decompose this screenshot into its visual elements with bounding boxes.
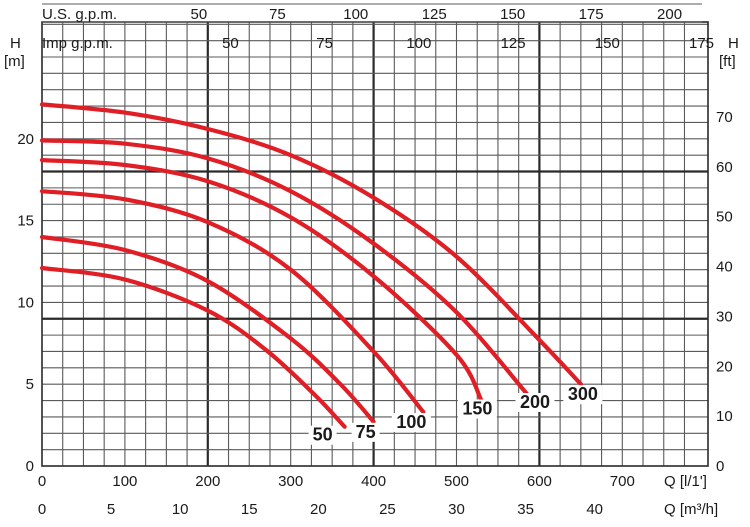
curve-300 (39, 102, 583, 387)
curve-label-75: 75 (356, 422, 376, 442)
curve-label-bg-200 (515, 393, 555, 413)
tick-label-m3h: 5 (107, 501, 115, 518)
tick-label-ft: 20 (716, 358, 733, 375)
imp-gpm-axis-title: Imp g.p.m. (42, 35, 113, 52)
q-lmin-axis-title: Q [l/1'] (664, 473, 707, 490)
left-h-title: H (10, 35, 21, 52)
tick-label-lmin: 300 (278, 473, 303, 490)
curve-50 (39, 265, 347, 429)
left-h-unit: [m] (4, 53, 25, 70)
tick-label-ft: 50 (716, 209, 733, 226)
right-h-unit: [ft] (719, 53, 736, 70)
tick-label-imp-gpm: 125 (501, 35, 526, 52)
tick-label-ft: 10 (716, 408, 733, 425)
tick-label-us-gpm: 50 (191, 6, 208, 23)
curve-100 (39, 189, 426, 415)
curve-label-300: 300 (568, 384, 598, 404)
tick-label-ft: 30 (716, 308, 733, 325)
tick-label-ft: 40 (716, 259, 733, 276)
tick-label-lmin: 100 (112, 473, 137, 490)
tick-label-m3h: 40 (586, 501, 603, 518)
right-h-title: H (728, 35, 739, 52)
tick-label-us-gpm: 75 (269, 6, 286, 23)
tick-label-m3h: 30 (448, 501, 465, 518)
curve-label-bg-150 (457, 399, 497, 419)
tick-label-m3h: 15 (241, 501, 258, 518)
tick-label-ft: 0 (716, 458, 724, 475)
curve-label-bg-100 (391, 413, 431, 433)
tick-label-m: 10 (17, 294, 34, 311)
curve-200 (39, 138, 530, 397)
tick-label-m: 20 (17, 131, 34, 148)
tick-label-lmin: 0 (38, 473, 46, 490)
tick-label-us-gpm: 150 (500, 6, 525, 23)
tick-label-lmin: 600 (527, 473, 552, 490)
tick-label-us-gpm: 175 (579, 6, 604, 23)
tick-label-m3h: 20 (310, 501, 327, 518)
curve-label-bg-50 (308, 425, 337, 445)
curve-label-bg-300 (563, 385, 603, 405)
tick-label-m: 0 (26, 458, 34, 475)
curve-label-200: 200 (520, 392, 550, 412)
tick-label-imp-gpm: 175 (689, 35, 714, 52)
tick-label-imp-gpm: 75 (316, 35, 333, 52)
curve-label-50: 50 (313, 425, 333, 445)
tick-label-m: 5 (26, 376, 34, 393)
tick-label-imp-gpm: 50 (222, 35, 239, 52)
tick-label-m3h: 25 (379, 501, 396, 518)
us-gpm-axis-title: U.S. g.p.m. (42, 6, 117, 23)
tick-label-imp-gpm: 150 (595, 35, 620, 52)
tick-label-lmin: 200 (195, 473, 220, 490)
tick-label-imp-gpm: 100 (406, 35, 431, 52)
curve-75 (39, 234, 376, 424)
tick-label-ft: 70 (716, 109, 733, 126)
tick-label-ft: 60 (716, 159, 733, 176)
tick-label-m: 15 (17, 213, 34, 230)
tick-label-m3h: 0 (38, 501, 46, 518)
tick-label-m3h: 10 (172, 501, 189, 518)
curve-label-100: 100 (396, 412, 426, 432)
tick-label-us-gpm: 100 (343, 6, 368, 23)
tick-label-lmin: 700 (610, 473, 635, 490)
curve-label-bg-75 (351, 422, 380, 442)
tick-label-us-gpm: 125 (422, 6, 447, 23)
tick-label-us-gpm: 200 (657, 6, 682, 23)
curve-150 (39, 158, 484, 403)
curves (39, 102, 583, 429)
tick-label-m3h: 35 (517, 501, 534, 518)
curve-label-150: 150 (462, 399, 492, 419)
grid (41, 3, 709, 467)
q-m3h-axis-title: Q [m³/h] (664, 501, 718, 518)
tick-label-lmin: 400 (361, 473, 386, 490)
tick-label-lmin: 500 (444, 473, 469, 490)
